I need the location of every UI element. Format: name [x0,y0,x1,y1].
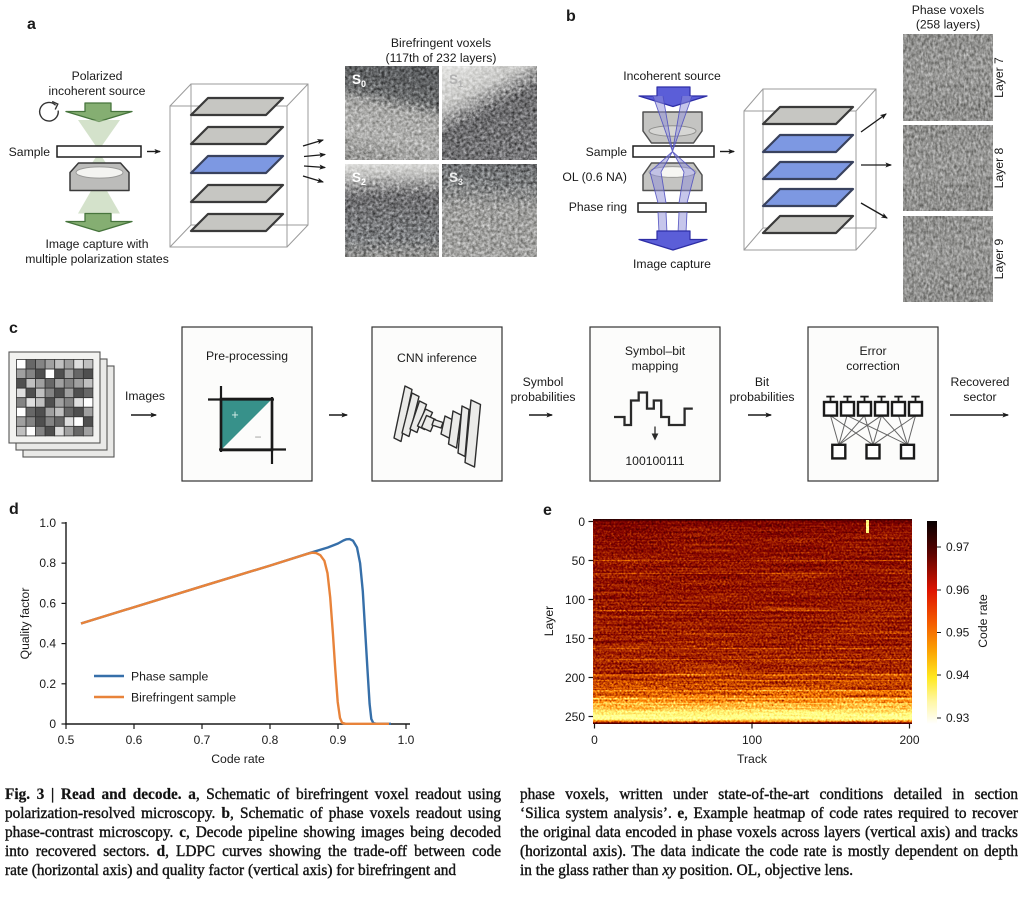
svg-text:100100111: 100100111 [625,454,684,468]
svg-text:0.2: 0.2 [39,677,56,691]
svg-text:Images: Images [125,389,165,403]
svg-text:0.97: 0.97 [946,540,970,554]
svg-text:a: a [27,16,36,33]
svg-text:Symbol: Symbol [523,375,564,389]
svg-text:sector: sector [963,390,996,404]
svg-text:Image capture with: Image capture with [46,237,149,251]
svg-text:Code rate: Code rate [976,594,990,648]
svg-text:0.96: 0.96 [946,583,970,597]
svg-text:0.7: 0.7 [194,733,211,747]
svg-text:Code rate: Code rate [211,752,265,766]
svg-text:0: 0 [49,717,56,731]
svg-text:Symbol–bit: Symbol–bit [625,344,686,358]
svg-text:Incoherent source: Incoherent source [623,69,721,83]
svg-text:Recovered: Recovered [951,375,1010,389]
svg-text:CNN inference: CNN inference [397,351,477,365]
svg-text:0.93: 0.93 [946,711,970,725]
svg-text:100: 100 [565,593,585,607]
svg-text:Polarized: Polarized [72,69,123,83]
svg-text:c: c [9,320,18,337]
svg-text:−: − [254,430,261,444]
svg-text:Track: Track [737,752,768,766]
svg-text:Layer 9: Layer 9 [992,238,1006,279]
svg-text:150: 150 [565,632,585,646]
svg-text:0: 0 [578,515,585,529]
svg-text:b: b [566,8,576,25]
svg-text:0.95: 0.95 [946,626,970,640]
svg-text:OL (0.6 NA): OL (0.6 NA) [562,170,627,184]
svg-text:0.8: 0.8 [39,556,56,570]
svg-text:probabilities: probabilities [510,390,575,404]
svg-text:Birefringent sample: Birefringent sample [131,691,236,705]
svg-text:0.8: 0.8 [262,733,279,747]
svg-text:1.0: 1.0 [398,733,415,747]
svg-text:Image capture: Image capture [633,257,711,271]
svg-text:Phase sample: Phase sample [131,670,208,684]
svg-text:Quality factor: Quality factor [18,588,32,660]
svg-text:0.5: 0.5 [58,733,75,747]
svg-text:e: e [543,502,552,519]
svg-text:(258 layers): (258 layers) [916,18,980,32]
svg-text:200: 200 [899,733,919,747]
svg-text:mapping: mapping [632,359,679,373]
svg-text:250: 250 [565,710,585,724]
svg-text:50: 50 [572,554,586,568]
svg-text:0.9: 0.9 [330,733,347,747]
svg-text:0.94: 0.94 [946,668,970,682]
svg-text:100: 100 [742,733,762,747]
svg-text:0.6: 0.6 [126,733,143,747]
svg-text:probabilities: probabilities [729,390,794,404]
svg-text:200: 200 [565,671,585,685]
svg-text:Pre-processing: Pre-processing [206,349,288,363]
svg-text:d: d [9,501,19,518]
svg-text:0.4: 0.4 [39,637,56,651]
svg-text:+: + [231,408,238,422]
svg-text:Phase ring: Phase ring [569,200,627,214]
svg-text:0: 0 [591,733,598,747]
svg-text:Error: Error [859,344,886,358]
svg-text:correction: correction [846,359,900,373]
svg-text:Birefringent voxels: Birefringent voxels [391,36,491,50]
svg-text:Sample: Sample [9,145,51,159]
svg-text:incoherent source: incoherent source [49,84,146,98]
svg-text:Layer 7: Layer 7 [992,57,1006,98]
svg-text:Layer 8: Layer 8 [992,147,1006,188]
svg-text:Phase voxels: Phase voxels [912,3,985,17]
svg-text:(117th of 232 layers): (117th of 232 layers) [386,51,497,65]
svg-text:0.6: 0.6 [39,596,56,610]
svg-text:multiple polarization states: multiple polarization states [25,252,169,266]
svg-text:Layer: Layer [542,606,556,637]
svg-text:1.0: 1.0 [39,516,56,530]
svg-text:Sample: Sample [586,145,628,159]
svg-text:Bit: Bit [755,375,770,389]
